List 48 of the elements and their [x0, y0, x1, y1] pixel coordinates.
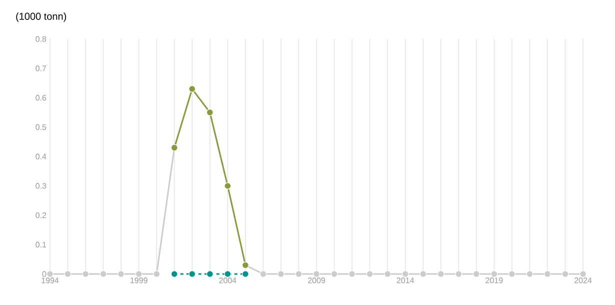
point: [472, 270, 480, 278]
x-tick-label: 2019: [486, 278, 503, 284]
point: [82, 270, 90, 278]
point: [508, 270, 516, 278]
point: [153, 270, 160, 278]
point: [330, 270, 338, 278]
point: [170, 270, 178, 278]
point: [46, 270, 54, 278]
point: [490, 270, 498, 278]
y-tick-label: 0.7: [36, 66, 46, 72]
point: [366, 270, 374, 278]
x-tick-label: 2009: [308, 278, 326, 284]
x-tick-label: 2014: [396, 278, 414, 284]
y-tick-label: 0.3: [36, 183, 46, 189]
y-axis-title: (1000 tonn): [16, 12, 66, 22]
point: [562, 270, 569, 278]
point: [437, 270, 444, 278]
point: [348, 270, 356, 278]
point: [455, 270, 462, 278]
point: [313, 270, 320, 278]
point: [188, 270, 196, 278]
point: [384, 270, 392, 278]
point: [118, 270, 125, 278]
point: [206, 270, 214, 278]
point: [135, 270, 142, 278]
y-tick-label: 0: [42, 271, 46, 277]
point: [295, 270, 302, 278]
y-tick-label: 0.5: [36, 124, 46, 130]
y-tick-label: 0.4: [36, 154, 46, 160]
y-tick-label: 0.2: [36, 212, 46, 218]
x-tick-label: 2024: [574, 278, 592, 284]
point: [544, 270, 551, 278]
x-tick-label: 1994: [42, 278, 59, 284]
point: [242, 270, 249, 278]
x-tick-label: 2004: [219, 278, 236, 284]
point: [260, 270, 267, 278]
point: [402, 270, 409, 278]
point: [277, 270, 284, 278]
y-tick-label: 0.6: [36, 94, 46, 101]
point: [224, 270, 232, 278]
y-tick-label: 0.1: [36, 242, 46, 248]
point: [64, 270, 72, 278]
x-tick-label: 1999: [130, 278, 148, 284]
point: [420, 270, 427, 278]
point: [100, 270, 107, 278]
point: [580, 270, 587, 278]
y-tick-label: 0.8: [36, 36, 46, 42]
point: [526, 270, 534, 278]
